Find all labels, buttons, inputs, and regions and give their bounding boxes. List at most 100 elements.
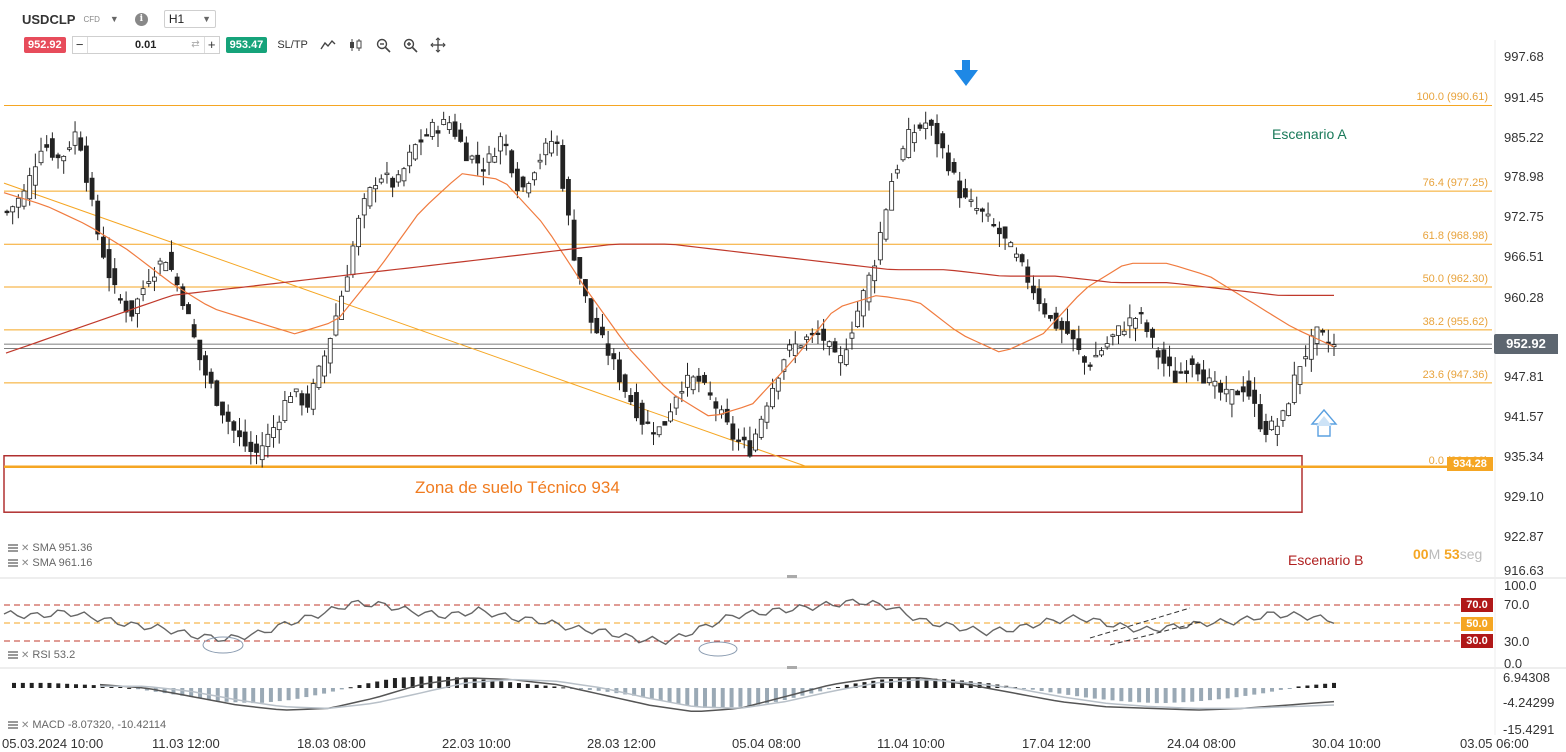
- macd-hist-bar: [366, 683, 371, 688]
- candle-body: [123, 300, 129, 313]
- macd-hist-bar: [1287, 688, 1292, 689]
- macd-hist-bar: [1207, 688, 1212, 701]
- macd-hist-bar: [942, 679, 947, 688]
- zoom-in-icon[interactable]: [403, 38, 418, 53]
- macd-hist-bar: [1039, 688, 1044, 691]
- macd-hist-bar: [1110, 688, 1115, 701]
- sell-button[interactable]: 952.92: [24, 37, 66, 53]
- price-tick: 922.87: [1504, 529, 1544, 544]
- macd-hist-bar: [765, 688, 770, 704]
- quantity-input[interactable]: 0.01 ⇄: [86, 37, 205, 53]
- macd-hist-bar: [1190, 688, 1195, 702]
- candle-body: [452, 121, 458, 137]
- macd-hist-bar: [348, 687, 353, 689]
- candle-body: [917, 124, 923, 129]
- fib-level-label: 61.8 (968.98): [1422, 230, 1488, 243]
- close-icon[interactable]: ✕: [21, 649, 30, 661]
- rsi-legend[interactable]: ✕ RSI 53.2: [8, 649, 75, 661]
- sma-fast-legend[interactable]: ✕ SMA 951.36: [8, 542, 92, 554]
- support-zone-box: [3, 454, 1303, 513]
- sma-slow-legend[interactable]: ✕ SMA 961.16: [8, 557, 92, 569]
- candle-body: [826, 341, 832, 347]
- candle-body: [89, 177, 95, 200]
- arrow-down-icon: [954, 60, 978, 86]
- info-icon[interactable]: i: [134, 12, 148, 26]
- macd-hist-bar: [499, 681, 504, 688]
- candle-body: [1240, 386, 1246, 393]
- macd-hist-bar: [897, 678, 902, 688]
- candle-body: [753, 433, 758, 451]
- macd-hist-bar: [977, 682, 982, 688]
- candle-body: [600, 326, 605, 336]
- candle-body: [1138, 312, 1144, 315]
- zone-price-value: 934.28: [1453, 458, 1487, 470]
- close-icon[interactable]: ✕: [21, 557, 30, 569]
- candle-body: [628, 395, 634, 403]
- candle-body: [1019, 254, 1025, 263]
- candle-body: [333, 315, 339, 336]
- candle-body: [991, 224, 997, 227]
- date-tick: 28.03 12:00: [587, 736, 656, 751]
- candle-body: [214, 380, 220, 406]
- candle-body: [1206, 377, 1212, 384]
- scenario-a-label[interactable]: Escenario A: [1272, 126, 1347, 142]
- candle-body: [934, 122, 940, 145]
- quantity-stepper[interactable]: − 0.01 ⇄ +: [71, 36, 220, 54]
- macd-hist-bar: [401, 677, 406, 688]
- settings-icon[interactable]: [8, 651, 18, 659]
- candle-body: [1002, 226, 1008, 239]
- date-tick: 18.03 08:00: [297, 736, 366, 751]
- candle-body: [1269, 420, 1275, 431]
- macd-hist-bar: [1101, 688, 1106, 700]
- candles-icon[interactable]: [348, 38, 364, 52]
- buy-button[interactable]: 953.47: [225, 37, 268, 53]
- symbol-name[interactable]: USDCLP: [22, 11, 76, 27]
- quantity-decrease-button[interactable]: −: [75, 37, 84, 52]
- candle-body: [225, 411, 231, 422]
- candle-body: [872, 265, 878, 282]
- settings-icon[interactable]: [8, 544, 18, 552]
- crosshair-icon[interactable]: [430, 37, 446, 53]
- candle-body: [463, 142, 469, 162]
- macd-hist-bar: [534, 684, 539, 688]
- candle-body: [1246, 380, 1252, 397]
- candle-body: [560, 145, 566, 189]
- chevron-down-icon: ▼: [202, 14, 212, 24]
- macd-hist-bar: [65, 683, 70, 688]
- line-chart-icon[interactable]: [320, 39, 336, 51]
- zoom-out-icon[interactable]: [376, 38, 391, 53]
- candle-body: [169, 251, 174, 270]
- macd-legend[interactable]: ✕ MACD -8.07320, -10.42114: [8, 719, 166, 731]
- candle-body: [1059, 320, 1065, 330]
- sltp-button[interactable]: SL/TP: [277, 39, 308, 51]
- price-tick: 997.68: [1504, 49, 1544, 64]
- candle-body: [860, 290, 866, 317]
- arrow-down-shaft: [962, 60, 970, 72]
- candle-body: [928, 119, 934, 126]
- swap-icon[interactable]: ⇄: [191, 39, 200, 50]
- scenario-b-label[interactable]: Escenario B: [1288, 552, 1364, 568]
- close-icon[interactable]: ✕: [21, 542, 30, 554]
- candle-body: [1087, 364, 1093, 367]
- macd-hist-bar: [206, 688, 211, 700]
- candle-body: [367, 187, 373, 207]
- macd-hist-bar: [47, 682, 52, 688]
- candle-body: [713, 401, 719, 409]
- macd-hist-bar: [1092, 688, 1097, 699]
- quantity-increase-button[interactable]: +: [207, 37, 216, 52]
- macd-hist-bar: [1323, 683, 1328, 688]
- settings-icon[interactable]: [8, 559, 18, 567]
- candle-body: [412, 144, 418, 160]
- macd-hist-bar: [561, 687, 566, 689]
- timeframe-select[interactable]: H1 ▼: [163, 10, 217, 28]
- macd-hist-bar: [835, 686, 840, 688]
- macd-hist-bar: [136, 688, 141, 690]
- settings-icon[interactable]: [8, 721, 18, 729]
- candle-body: [894, 169, 900, 174]
- close-icon[interactable]: ✕: [21, 719, 30, 731]
- macd-hist-bar: [640, 688, 645, 698]
- symbol-dropdown-icon[interactable]: ▼: [109, 14, 119, 24]
- candle-body: [1274, 425, 1280, 435]
- zone-label[interactable]: Zona de suelo Técnico 934: [415, 478, 620, 497]
